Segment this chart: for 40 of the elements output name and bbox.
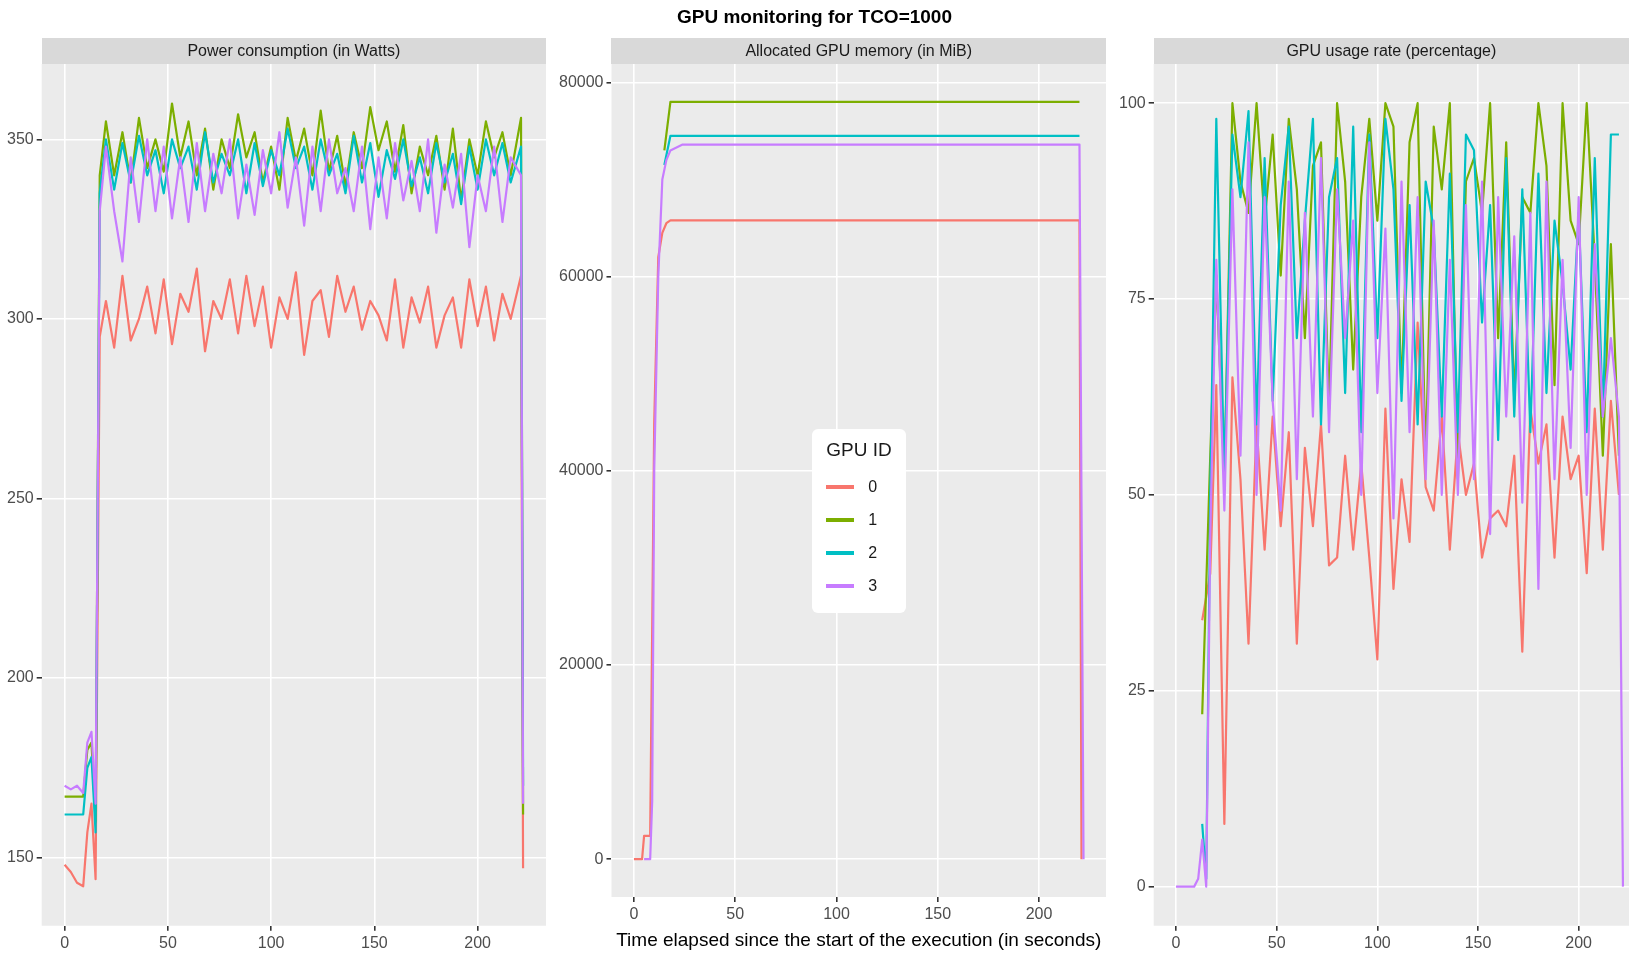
y-tick-label: 300 — [6, 309, 34, 327]
x-tick-label: 50 — [726, 905, 745, 923]
y-tick-label: 50 — [1127, 485, 1146, 503]
chart-title: Allocated GPU memory (in MiB) — [611, 38, 1106, 64]
y-tick-label: 0 — [1136, 877, 1146, 895]
y-tick-label: 75 — [1127, 289, 1146, 307]
x-tick-label: 0 — [629, 905, 639, 923]
y-tick-label: 60000 — [558, 267, 604, 285]
y-tick-label: 100 — [1118, 93, 1146, 111]
y-tick-label: 0 — [594, 849, 604, 867]
legend-label: 3 — [868, 576, 878, 596]
legend-title: GPU ID — [826, 438, 892, 461]
x-tick-label: 200 — [464, 933, 492, 951]
chart-title: GPU usage rate (percentage) — [1153, 38, 1629, 64]
legend-label: 2 — [868, 543, 878, 563]
x-axis-title: Time elapsed since the start of the execution (in seconds) — [616, 928, 1102, 950]
x-tick-label: 50 — [1267, 933, 1286, 951]
x-tick-label: 200 — [1565, 933, 1593, 951]
legend-label: 1 — [868, 510, 878, 530]
x-tick-label: 150 — [1464, 933, 1492, 951]
x-tick-label: 0 — [1171, 933, 1181, 951]
y-tick-label: 40000 — [558, 461, 604, 479]
x-tick-label: 0 — [60, 933, 70, 951]
chart-title: Power consumption (in Watts) — [41, 38, 546, 64]
x-tick-label: 100 — [257, 933, 285, 951]
x-tick-label: 50 — [158, 933, 177, 951]
legend-label: 0 — [868, 477, 878, 497]
y-tick-label: 150 — [6, 847, 34, 865]
x-tick-label: 100 — [1364, 933, 1391, 951]
y-tick-label: 200 — [6, 668, 34, 686]
y-tick-label: 350 — [6, 129, 34, 147]
x-tick-label: 150 — [361, 933, 388, 951]
x-tick-label: 150 — [924, 905, 952, 923]
y-tick-label: 80000 — [558, 72, 604, 90]
text: GPU monitoring for TCO=1000 — [676, 6, 953, 28]
x-tick-label: 200 — [1025, 905, 1053, 923]
y-tick-label: 20000 — [558, 655, 604, 673]
y-tick-label: 25 — [1127, 681, 1146, 699]
y-tick-label: 250 — [6, 488, 34, 506]
x-tick-label: 100 — [823, 905, 850, 923]
